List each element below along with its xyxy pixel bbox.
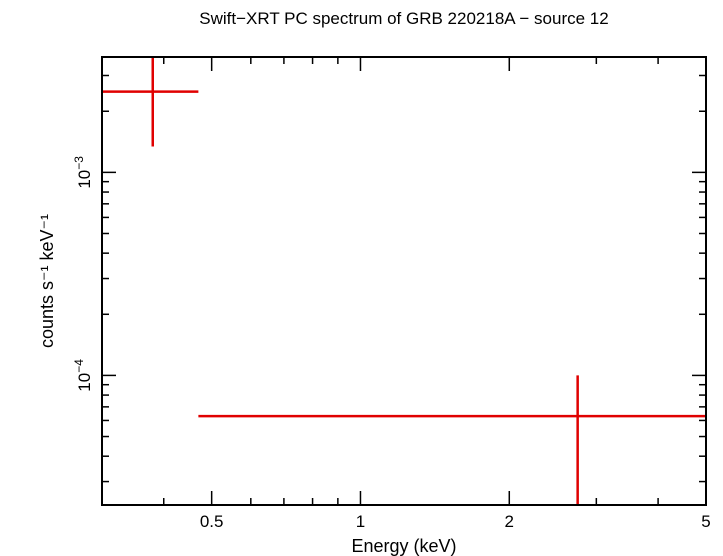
data-point (102, 57, 199, 147)
x-tick-label: 5 (701, 512, 710, 531)
y-tick-label: 10−3 (72, 156, 94, 189)
x-tick-label: 1 (356, 512, 365, 531)
axis-ticks: 0.5 1 2 5 10−3 10−4 (72, 57, 711, 531)
plot-frame (101, 56, 707, 506)
data-point (198, 375, 706, 505)
y-tick-label: 10−4 (72, 359, 94, 392)
chart-title: Swift−XRT PC spectrum of GRB 220218A − s… (199, 9, 608, 28)
x-tick-label: 0.5 (200, 512, 224, 531)
x-tick-label: 2 (505, 512, 514, 531)
y-axis-label: counts s⁻¹ keV⁻¹ (37, 214, 57, 348)
data-points (102, 57, 706, 505)
x-axis-label: Energy (keV) (351, 536, 456, 556)
